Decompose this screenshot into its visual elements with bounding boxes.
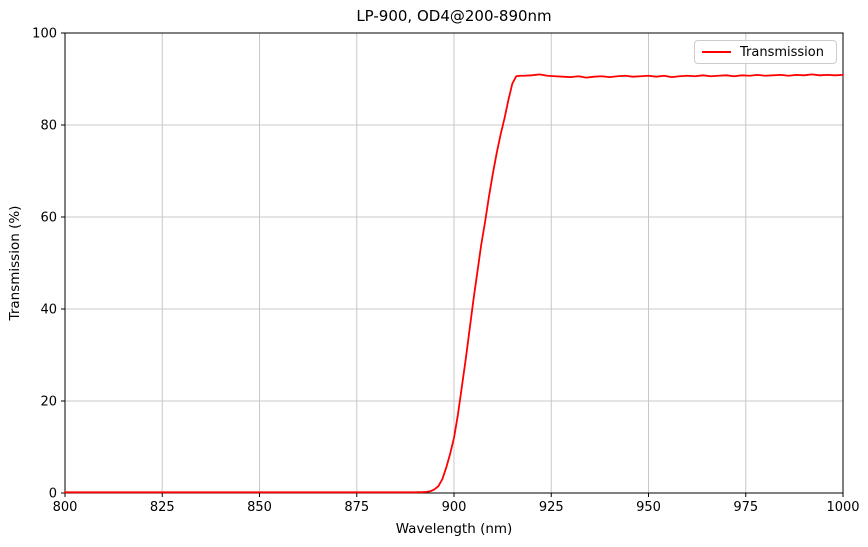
x-tick-label: 800: [53, 500, 78, 515]
x-tick-label: 825: [150, 500, 175, 515]
legend: Transmission: [694, 40, 837, 64]
y-tick-label: 80: [40, 119, 57, 134]
y-tick-label: 0: [49, 487, 57, 502]
x-tick-label: 850: [247, 500, 272, 515]
series-line-transmission: [64, 73, 844, 494]
x-tick-label: 900: [442, 500, 467, 515]
legend-label: Transmission: [740, 44, 824, 60]
x-axis-label: Wavelength (nm): [395, 521, 513, 537]
y-axis-label: Transmission (%): [7, 205, 23, 321]
y-tick-label: 20: [40, 395, 57, 410]
y-tick-label: 100: [32, 27, 57, 42]
x-tick-label: 1000: [826, 500, 859, 515]
x-tick-label: 975: [733, 500, 758, 515]
x-tick-label: 925: [539, 500, 564, 515]
y-tick-label: 40: [40, 303, 57, 318]
x-tick-label: 950: [636, 500, 661, 515]
chart-title: LP-900, OD4@200-890nm: [356, 7, 552, 25]
legend-line-swatch: [702, 51, 731, 53]
x-tick-label: 875: [344, 500, 369, 515]
y-tick-label: 60: [40, 211, 57, 226]
